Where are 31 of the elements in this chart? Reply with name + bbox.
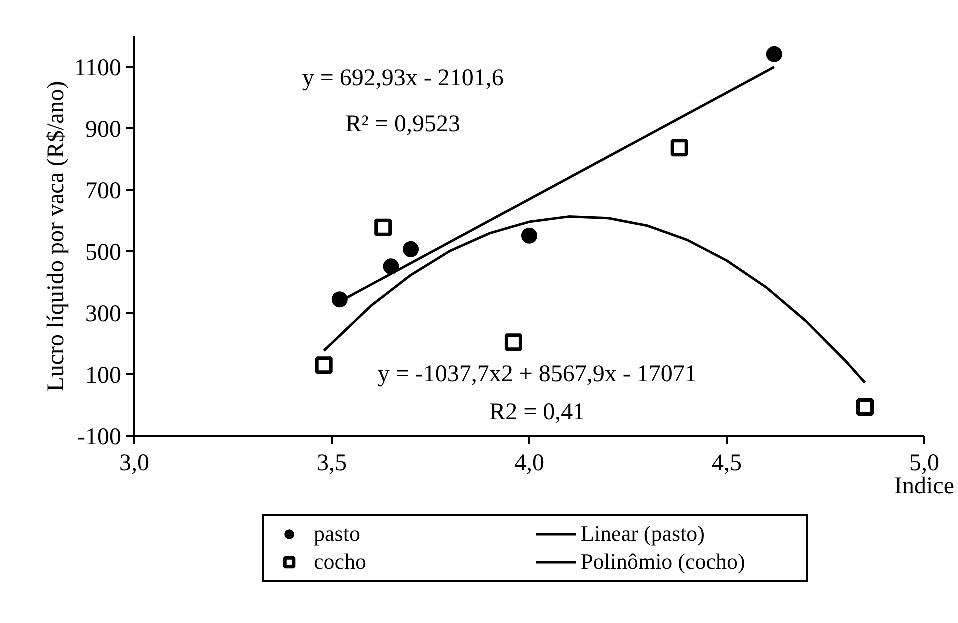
y-tick-label: -100 xyxy=(78,424,122,450)
y-axis-title: Lucro líquido por vaca (R$/ano) xyxy=(43,81,70,392)
point xyxy=(522,228,538,244)
legend-label: Linear (pasto) xyxy=(581,521,706,547)
point xyxy=(403,241,419,258)
x-tick-label: 3,5 xyxy=(317,450,347,476)
y-tick-label: 100 xyxy=(86,362,122,389)
point xyxy=(670,139,688,157)
x-tick-label: 4,5 xyxy=(712,450,742,476)
annotation: R2 = 0,41 xyxy=(490,400,586,426)
y-tick-label: 500 xyxy=(86,240,122,266)
y-tick-label: 700 xyxy=(86,178,122,204)
annotation: y = 692,93x - 2101,6 xyxy=(302,66,504,92)
legend-label: pasto xyxy=(314,521,362,547)
x-tick-label: 3,0 xyxy=(120,450,150,476)
point xyxy=(766,46,782,62)
y-tick-label: 300 xyxy=(86,301,122,328)
x-axis-title: Indice xyxy=(894,474,954,500)
point xyxy=(332,292,348,308)
point xyxy=(315,356,333,374)
x-tick-label: 4,0 xyxy=(514,450,544,476)
annotation: R² = 0,9523 xyxy=(346,112,460,138)
annotation: y = -1037,7x2 + 8567,9x - 17071 xyxy=(378,362,697,388)
point xyxy=(856,398,874,416)
legend-label: cocho xyxy=(314,549,368,575)
point xyxy=(374,218,392,236)
x-tick-label: 5,0 xyxy=(910,450,940,476)
y-tick-label: 1100 xyxy=(74,55,122,82)
y-tick-label: 900 xyxy=(86,116,122,143)
legend-label: Polinômio (cocho) xyxy=(581,549,746,575)
point xyxy=(504,334,522,352)
